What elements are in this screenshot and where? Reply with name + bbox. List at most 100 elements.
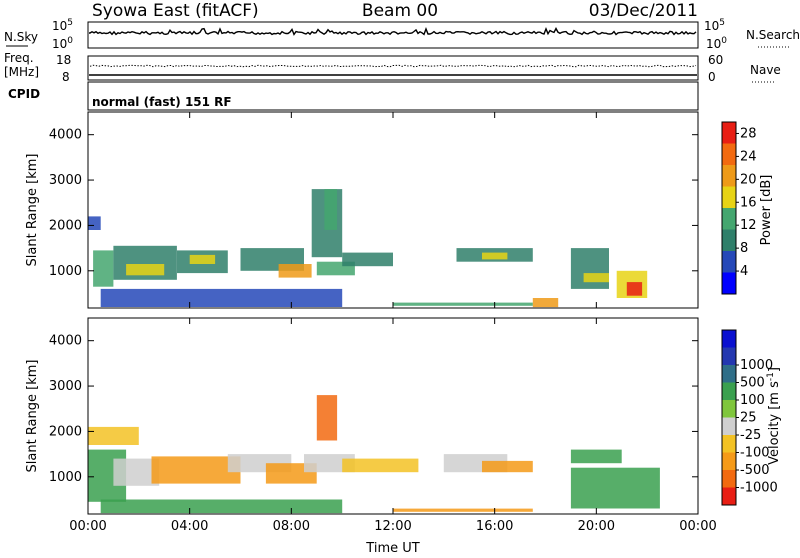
nsky-trace [89,26,697,36]
echo-region-3 [151,456,241,484]
nsearch-tick-bottom: 100 [706,36,727,51]
echo-region-10 [482,460,533,473]
colorbar-swatch-0 [722,272,736,294]
colorbar-tick-label-6: 28 [740,126,757,141]
colorbar-swatch-2 [722,229,736,251]
freq-label-1: Freq. [4,51,34,65]
colorbar-tick-label-3: 16 [740,195,757,210]
colorbar-tick-label-6: 500 [740,376,765,391]
echo-region-11 [570,467,660,509]
colorbar-swatch-4 [722,417,736,435]
y-tick-label-0: 1000 [49,264,82,279]
y-tick-label-1: 2000 [49,424,82,439]
nsky-label: N.Sky [4,30,38,44]
colorbar-swatch-7 [722,122,736,144]
colorbar-swatch-8 [722,347,736,365]
echo-region-6 [316,395,338,441]
velocity-colorbar-label-main: Velocity [m s [767,381,782,465]
colorbar-tick-label-0: -1000 [740,481,778,496]
velocity-panel: 1000 2000 3000 4000 00:00 04:00 08:00 12:00 16:… [25,317,782,556]
echo-region-5 [189,254,216,264]
colorbar-frame [721,121,737,295]
echo-region-0 [88,216,101,230]
echo-region-20 [393,302,533,306]
power-y-axis: 1000 2000 3000 4000 [49,128,698,279]
nsearch-label: N.Search [746,28,800,42]
y-tick-label-3: 4000 [49,128,82,143]
nsky-panel: N.Sky 105 100 105 100 N.Search [4,18,800,51]
power-colorbar: 4 8 12 16 20 24 28 [721,121,757,295]
y-tick-label-2: 3000 [49,173,82,188]
x-tick-label-6: 00:00 [679,519,716,534]
colorbar-swatch-5 [722,165,736,187]
colorbar-tick-label-2: -100 [740,446,770,461]
y-tick-label-0: 1000 [49,470,82,485]
velocity-x-axis: 00:00 04:00 08:00 12:00 16:00 20:00 00:00 [69,318,717,534]
echo-region-1 [88,426,139,445]
echo-region-16 [583,273,609,283]
velocity-colorbar-label-sup: -1 [766,372,776,381]
velocity-colorbar-label: Velocity [m s-1] [766,367,782,465]
colorbar-swatch-9 [722,330,736,348]
date-title: 03/Dec/2011 [589,1,698,21]
freq-tick-top: 18 [56,53,71,67]
colorbar-tick-label-5: 100 [740,393,765,408]
echo-region-7 [278,264,312,278]
colorbar-tick-label-1: 8 [740,241,748,256]
power-ylabel: Slant Range [km] [25,154,40,267]
colorbar-swatch-0 [722,487,736,505]
x-axis-title: Time UT [365,541,419,554]
x-tick-label-1: 04:00 [171,519,208,534]
colorbar-tick-label-7: 1000 [740,358,773,373]
nsearch-tick-top: 105 [704,18,725,33]
power-data [88,189,648,308]
echo-region-14 [532,298,559,308]
nave-label: Nave [750,63,781,77]
colorbar-swatch-2 [722,452,736,470]
colorbar-swatch-6 [722,382,736,400]
x-tick-label-3: 12:00 [374,519,411,534]
echo-region-13 [100,499,343,514]
colorbar-tick-label-2: 12 [740,218,757,233]
echo-region-9 [324,189,338,230]
cpid-label: CPID [8,87,40,101]
velocity-y-axis: 1000 2000 3000 4000 [49,334,698,485]
x-tick-label-0: 00:00 [69,519,106,534]
colorbar-swatch-1 [722,251,736,273]
x-tick-label-2: 08:00 [273,519,310,534]
x-tick-label-4: 16:00 [476,519,513,534]
echo-region-14 [393,508,533,512]
cpid-text: normal (fast) 151 RF [92,95,232,109]
nsky-tick-top: 105 [52,18,73,33]
y-tick-label-2: 3000 [49,379,82,394]
echo-region-1 [93,250,114,287]
colorbar-tick-label-3: -25 [740,428,761,443]
echo-region-18 [626,282,643,296]
velocity-colorbar-label-end: ] [767,367,782,372]
y-tick-label-3: 4000 [49,334,82,349]
y-tick-label-1: 2000 [49,218,82,233]
x-tick-label-5: 20:00 [578,519,615,534]
echo-region-3 [126,264,165,276]
colorbar-swatch-1 [722,470,736,488]
power-panel: 1000 2000 3000 4000 Slant Range [km] 4 8 12 16… [25,111,774,309]
colorbar-swatch-6 [722,143,736,165]
colorbar-tick-label-4: 20 [740,172,757,187]
echo-region-11 [342,252,393,267]
velocity-data [88,395,660,514]
beam-title: Beam 00 [362,1,438,21]
velocity-ylabel: Slant Range [km] [25,360,40,473]
echo-region-7 [304,454,355,473]
power-x-axis [87,112,699,308]
colorbar-tick-label-0: 4 [740,264,748,279]
nave-tick-bottom: 0 [708,70,716,84]
colorbar-tick-label-4: 25 [740,411,757,426]
freq-panel: Freq. [MHz] 18 8 60 0 Nave [4,51,781,84]
colorbar-swatch-5 [722,400,736,418]
echo-region-19 [100,288,343,307]
colorbar-tick-label-1: -500 [740,463,770,478]
freq-label-2: [MHz] [4,65,39,79]
nave-trace [89,64,697,68]
nsky-tick-bottom: 100 [52,36,73,51]
